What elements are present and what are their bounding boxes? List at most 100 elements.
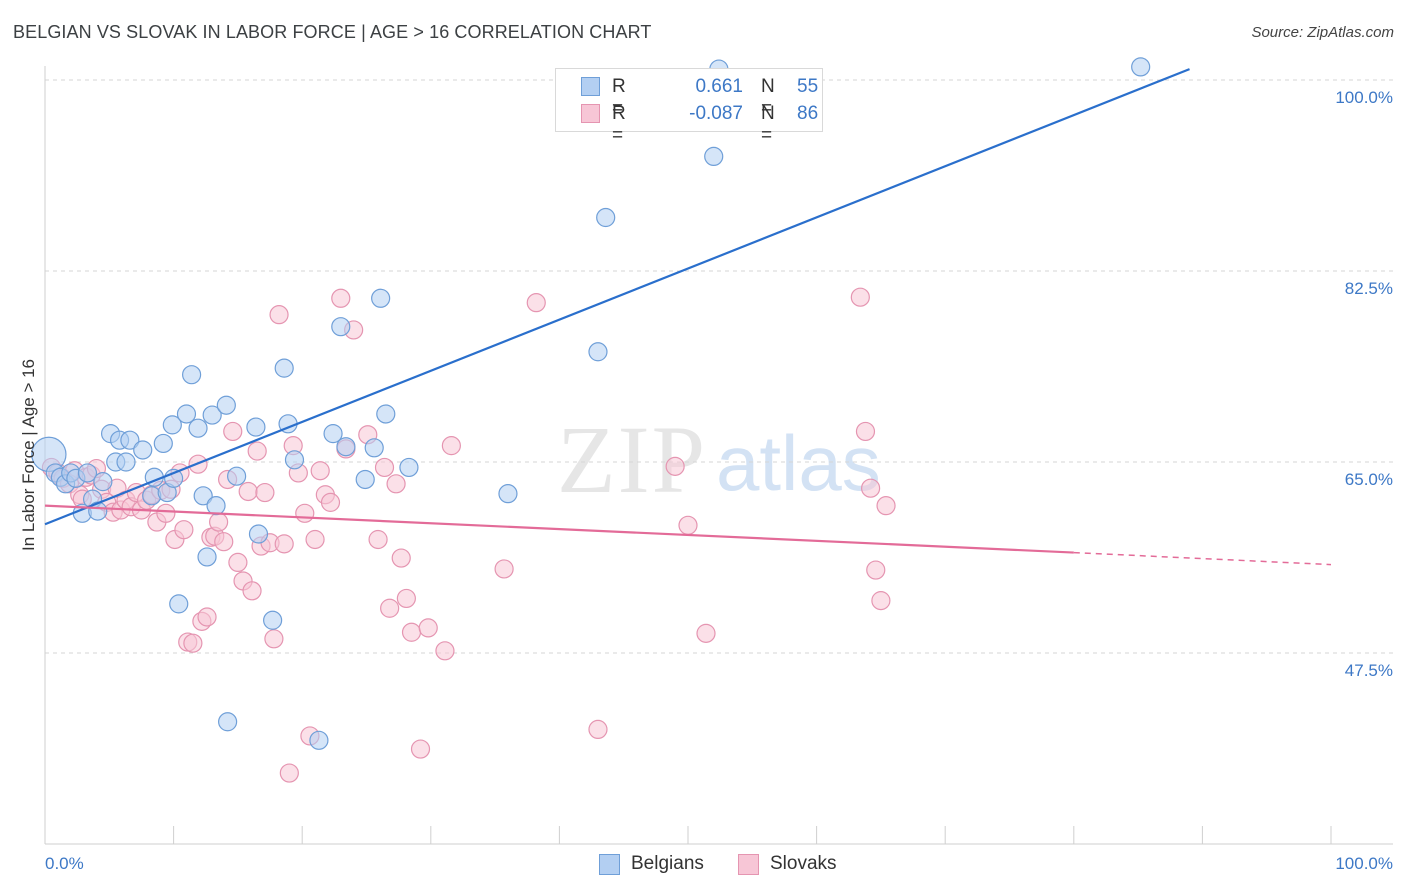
belgian-point [188,418,208,438]
slovak-point [441,436,461,456]
slovak-point [223,421,243,442]
grid [45,79,1393,654]
watermark: ZIP atlas [557,406,881,513]
belgian-point [227,466,247,486]
slovak-point [238,481,258,502]
belgians-n-value: 55 [797,76,819,97]
watermark-atlas: atlas [716,419,881,507]
slovak-point [310,461,330,481]
belgian-point [162,415,182,435]
belgian-point [169,594,189,614]
belgian-point [399,457,419,478]
belgian-point [355,469,375,490]
slovak-point [279,763,299,783]
belgians-legend-swatch [599,854,620,875]
slovak-point [264,629,284,649]
belgian-point [93,472,113,492]
slovak-point [386,474,406,494]
belgian-point [193,486,213,506]
belgian-point [218,712,238,732]
belgian-point [274,358,294,378]
belgian-point [376,404,396,424]
belgians-swatch [581,77,600,96]
belgians-legend-label: Belgians [631,853,704,874]
belgians-series [31,57,1151,750]
slovak-point [418,618,438,638]
slovaks-r-value: -0.087 [689,103,743,124]
correlation-legend: R = 0.661 N = 55 R = -0.087 N = 86 [555,68,823,146]
slovak-point [526,293,546,313]
belgian-point [331,317,351,337]
y-tick-label: 82.5% [1345,279,1393,298]
source-label: Source: ZipAtlas.com [1251,24,1394,41]
slovak-point [850,287,870,307]
slovak-point [665,456,685,476]
slovaks-legend-label: Slovaks [770,853,837,874]
slovak-point [242,581,262,601]
slovak-point [247,441,267,461]
slovaks-legend-swatch [738,854,759,875]
belgian-point [77,463,98,483]
slovak-point [331,288,351,308]
belgian-point [182,365,202,385]
belgian-point [246,417,266,437]
slovaks-n-value: 86 [797,103,819,124]
belgian-point [206,496,226,516]
slovak-point [696,623,716,643]
belgian-point [704,146,724,166]
slovak-point [209,512,229,532]
slovaks-trend-extension [1073,551,1332,566]
y-axis-label: In Labor Force | Age > 16 [19,359,38,551]
slovak-point [435,641,455,661]
slovaks-swatch [581,104,600,123]
slovak-point [255,482,275,503]
belgians-trend-line [44,68,1190,526]
slovak-point [305,529,325,550]
belgian-point [309,730,329,750]
slovak-point [391,548,411,568]
belgian-point [133,440,153,460]
slovak-point [588,719,608,740]
belgian-point [120,430,140,450]
chart-title: BELGIAN VS SLOVAK IN LABOR FORCE | AGE >… [13,22,652,42]
y-tick-label: 47.5% [1345,661,1393,680]
belgian-point [176,404,197,424]
belgian-point [284,450,305,470]
belgian-point [323,424,343,444]
n-label: N = [761,76,775,119]
belgian-point [116,452,136,472]
slovak-point [228,552,248,573]
belgian-point [596,207,616,228]
belgian-point [498,484,518,504]
y-tick-label: 100.0% [1335,88,1393,107]
slovak-point [380,598,400,618]
slovak-point [866,560,886,580]
trend-lines [44,68,1332,566]
slovak-point [174,520,194,540]
slovak-point [396,588,416,609]
slovak-point [876,496,896,516]
slovaks-trend-line [44,504,1074,554]
slovak-point [295,503,315,523]
watermark-zip: ZIP [557,406,707,513]
slovak-point [374,457,395,478]
slovak-point [861,478,881,498]
slovak-point [156,503,176,523]
slovak-point [368,529,388,550]
slovaks-series [41,287,896,783]
belgian-point [336,437,356,457]
y-tick-label: 65.0% [1345,470,1393,489]
belgian-point [216,395,236,415]
slovak-point [401,622,422,642]
belgian-point [588,342,608,362]
belgian-point [153,433,173,454]
belgian-point [142,486,162,506]
belgian-point [248,524,269,544]
x-tick-label: 100.0% [1335,854,1393,873]
slovak-point [678,515,698,535]
r-label: R = [612,76,626,119]
slovak-point [494,559,514,579]
belgian-point [202,405,222,425]
n-label: N = [761,103,775,146]
